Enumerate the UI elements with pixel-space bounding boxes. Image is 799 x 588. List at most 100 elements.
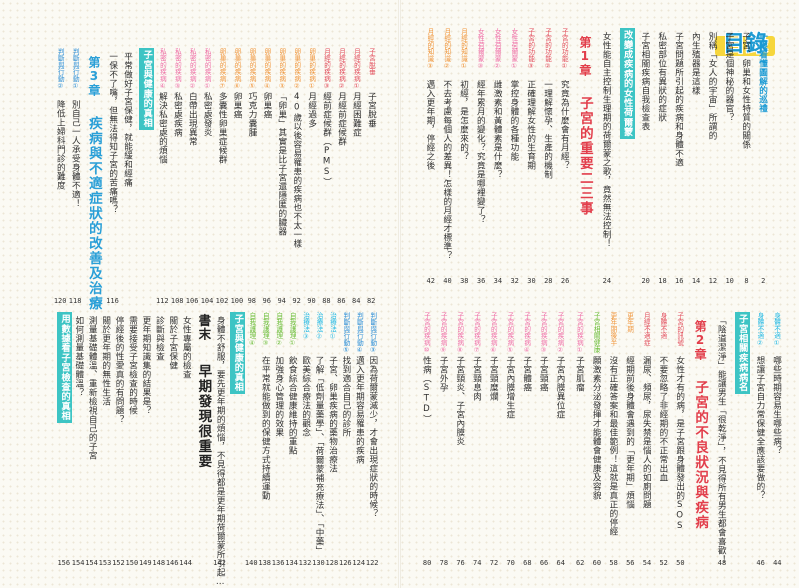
toc-entry[interactable]: 私密的疾病④ 解決私密處的煩惱 112 xyxy=(155,48,169,305)
right-top-half: 一眼看懂圖解的巡禮 2 子宮、卵巢和女性特質的關係 8 子宮是個神秘的器官？ 10 別… xyxy=(400,28,799,286)
toc-entry[interactable]: 更年期後半 沒有正確答案和最佳範例！這就是真正的停經 58 xyxy=(607,312,618,567)
chapter-2-heading: 第2章 子宮的不良狀況與疾病 xyxy=(692,312,713,568)
chapter-3-heading: 第3章 疾病與不適症狀的改善及治療 xyxy=(86,48,104,311)
toc-entry[interactable]: 如何測量基礎體溫？ 154 xyxy=(71,316,85,567)
appendix-label: 書末 xyxy=(196,314,212,341)
chapter-1-heading: 第1章 子宮的重要二三事 xyxy=(577,28,598,286)
toc-entry[interactable]: 子宮相關疾病自我檢查表 20 xyxy=(639,32,650,285)
toc-entry[interactable]: 身體不適② 想讓子宮自力常保健全應該要做的？ 46 xyxy=(754,312,765,567)
toc-entry[interactable]: 判斷與行動① 別自己一人承受身體不適！ 118 xyxy=(68,48,82,305)
toc-entry[interactable]: 卵巢的疾病④ 卵巢癌 96 xyxy=(261,48,272,305)
toc-entry[interactable]: 月經的疾病① 月經困難症 84 xyxy=(351,48,362,305)
toc-entry[interactable]: 卵巢的疾病⑥ 卵巢癌 100 xyxy=(230,48,244,305)
toc-entry[interactable]: 測量基礎體溫、重新檢視自己的子宮 154 xyxy=(85,316,98,567)
toc-entry[interactable]: 子宮的疾病⑦ 子宮頸息肉 74 xyxy=(471,312,482,567)
toc-entry[interactable]: 女性能自主控制生理期的荷爾蒙之歌，竟然無法控制！ 24 xyxy=(601,32,612,285)
toc-entry[interactable]: 卵巢的疾病⑤ 巧克力囊腫 98 xyxy=(247,48,257,305)
toc-entry[interactable]: 判斷與行動③ 因為荷爾蒙減少，才會出現症狀的時候？ 122 xyxy=(365,312,379,567)
column-header-1: 改變成疾病的女性荷爾蒙 xyxy=(619,28,635,139)
toc-entry[interactable]: 別稱「女人的宇宙」所謂的 12 xyxy=(707,32,718,285)
toc-entry[interactable]: 「陰道潔淨」能讓男生「很乾淨」，不見得所有男生都會喜歡！ 48 xyxy=(716,316,727,567)
toc-entry[interactable]: 判斷與行動② 降低上婦科門診的難度 120 xyxy=(53,48,67,305)
toc-entry[interactable]: 需要接受子宮檢查的時候 150 xyxy=(125,316,139,567)
book-gutter xyxy=(398,0,401,588)
toc-entry[interactable]: 私密部位有異狀的症狀 18 xyxy=(656,32,667,285)
toc-entry[interactable]: 子宮的疾病③ 子宮頸癌 66 xyxy=(538,312,549,567)
toc-entry[interactable]: 更年期知識集的結果是？ 149 xyxy=(138,316,152,567)
toc-entry[interactable]: 子宮的功能① 究竟為什麼會有月經？ 26 xyxy=(559,28,570,285)
toc-entry[interactable]: 子宮脫垂 子宮脫垂 82 xyxy=(366,48,377,305)
toc-entry[interactable]: 內生殖器是這樣 14 xyxy=(690,32,701,285)
toc-entry[interactable]: 治療法③ 歐美綜合療法的觀念 132 xyxy=(298,312,312,567)
toc-entry[interactable]: 身體不舒服，要先更年期的煩惱，不見得都是更年期荷爾蒙所引起…… 142 xyxy=(213,316,226,588)
chapter-title: 子宮的不良狀況與疾病 xyxy=(692,380,709,530)
toc-entry[interactable]: 私密的疾病① 私密處發炎 104 xyxy=(200,48,214,305)
toc-entry[interactable]: 月經的知識② 不去考慮每個人的差異！怎樣的月經才標準？ 40 xyxy=(441,28,452,285)
toc-entry[interactable]: 一眼看懂圖解的巡禮 2 xyxy=(757,32,768,285)
toc-entry[interactable]: 女性專屬的檢查 144 xyxy=(179,316,192,567)
toc-entry[interactable]: 判斷與行動⑤ 找到適合自己的診所 126 xyxy=(338,312,352,567)
toc-entry[interactable]: 卵巢的疾病① 月經過多 90 xyxy=(306,48,317,305)
toc-entry[interactable]: 月經不適症 漏尿、頻尿，尿失禁是惱人的如廁問題 54 xyxy=(641,312,652,567)
toc-entry[interactable]: 判斷與行動④ 邁入更年期容易罹患的疾病 124 xyxy=(352,312,366,567)
toc-entry[interactable]: 更年期 經期前後身體會遇到的「更年期」煩惱 56 xyxy=(624,312,635,567)
toc-entry[interactable]: 私密的疾病③ 私密處疾病 108 xyxy=(170,48,184,305)
toc-entry[interactable]: 子宮相關健康 願激素分泌發揮才能體會健康及容貌 60 xyxy=(591,312,602,567)
toc-entry[interactable]: 子宮的疾病⑤ 子宮內膜增生症 70 xyxy=(504,312,515,567)
toc-title-badge: 目錄 xyxy=(715,24,785,60)
toc-entry[interactable]: 自我護理④ 140 xyxy=(244,312,258,567)
column-header-5: 用數據看子宮檢查的真相 156 xyxy=(57,312,73,567)
toc-title: 目錄 xyxy=(723,32,770,57)
column-header-4: 子宮與健康的真相 xyxy=(230,312,246,394)
chapter-title: 子宮的重要二三事 xyxy=(576,96,593,216)
appendix-heading: 書末 早期發現很重要 xyxy=(195,312,211,568)
left-top-half: 子宮脫垂 子宮脫垂 82 月經的疾病① 月經困難症 84 月經的疾病② 月經前症候群 86 … xyxy=(0,48,400,311)
toc-entry[interactable]: 一保不了嘴，但無法得知子宮的苦痛嗎？ 116 xyxy=(106,52,119,305)
toc-entry[interactable]: 私密的疾病② 白帶出現異常 106 xyxy=(185,48,199,305)
toc-entry[interactable]: 子宮的功能② 一理解懷孕、生產的機制 28 xyxy=(542,28,553,285)
appendix-title: 早期發現很重要 xyxy=(195,364,212,469)
chapter-title: 疾病與不適症狀的改善及治療 xyxy=(85,116,102,311)
toc-entry[interactable]: 身體不適 不要忽略了非經期的不正常出血 52 xyxy=(657,312,668,567)
toc-entry[interactable]: 子宮的疾病① 子宮肌瘤 62 xyxy=(574,312,585,567)
toc-entry[interactable]: 停經後的性愛真的有問題？ 152 xyxy=(112,316,125,567)
toc-entry[interactable]: 月經的知識① 初經，是怎麼來的？ 38 xyxy=(458,28,469,285)
column-header-3: 子宮與健康的真相 xyxy=(139,48,155,130)
toc-entry[interactable]: 卵巢的疾病⑦ 多囊性卵巢症候群 102 xyxy=(215,48,229,305)
toc-entry[interactable]: 女性荷爾蒙① 掌控身體的各種功能 32 xyxy=(508,28,519,285)
chapter-number: 第2章 xyxy=(693,320,708,361)
toc-entry[interactable]: 子宮的疾病④ 子宮體癌 68 xyxy=(521,312,532,567)
column-header-2: 子宮相關疾病病名 xyxy=(734,312,750,394)
toc-entry[interactable]: 子宮的訊號 女性才有的病，是子宮跟身體發出的SOS 50 xyxy=(674,312,685,567)
toc-entry[interactable]: 子宮是個神秘的器官？ 10 xyxy=(723,32,734,285)
toc-entry[interactable]: 子宮的疾病⑥ 子宮頸糜爛 72 xyxy=(488,312,499,567)
toc-entry[interactable]: 治療法② 了解「低劑量藥學」、「荷爾蒙補充療法」、「中藥」 130 xyxy=(312,312,325,567)
toc-entry[interactable]: 自我護理③ 在平常就能做到的保健方式持續運動 138 xyxy=(258,312,272,567)
toc-entry[interactable]: 卵巢的疾病② 40歲以後容易罹患的疾病也不太一樣 92 xyxy=(291,48,302,305)
left-bottom-half: 判斷與行動③ 因為荷爾蒙減少，才會出現症狀的時候？ 122 判斷與行動④ 邁入更年期容… xyxy=(0,312,400,588)
toc-entry[interactable]: 關於更年期的無性生活 153 xyxy=(98,316,112,567)
right-bottom-half: 身體不適① 哪些時期容易生哪些病？ 44 身體不適② 想讓子宮自力常保健全應該要做的？… xyxy=(400,312,799,568)
toc-entry[interactable]: 診斷與檢查 148 xyxy=(152,316,166,567)
toc-entry[interactable]: 平常做好子宮保健，就能緩和經痛 xyxy=(122,52,133,187)
toc-entry[interactable]: 月經的知識③ 邁入更年期，停經之後 42 xyxy=(424,28,435,285)
toc-entry[interactable]: 子宮問題所引起的疾病和身體不適 16 xyxy=(673,32,684,285)
toc-entry[interactable]: 自我護理① 飲食綜合健康維持的重點 134 xyxy=(285,312,298,567)
toc-entry[interactable]: 女性荷爾蒙③ 經年累月的變化？究竟是哪裡變了？ 36 xyxy=(475,28,486,285)
toc-entry[interactable]: 卵巢的疾病③ 「卵巢」其實是比子宮還隱匿的臟器 94 xyxy=(276,48,287,305)
toc-entry[interactable]: 自我護理② 加強身心管理的效果 136 xyxy=(271,312,285,567)
toc-entry[interactable]: 關於子宮保健 146 xyxy=(165,316,179,567)
toc-entry[interactable]: 子宮的疾病⑩ 性病（STD） 80 xyxy=(421,312,432,567)
toc-entry[interactable]: 子宮的疾病② 子宮內膜異位症 64 xyxy=(555,312,566,567)
toc-entry[interactable]: 治療法① 子宮、卵巢疾病的藥物治療法 128 xyxy=(325,312,339,567)
toc-entry[interactable]: 子宮的功能③ 正確理解女性的生育期 30 xyxy=(525,28,536,285)
toc-entry[interactable]: 子宮、卵巢和女性特質的關係 8 xyxy=(740,32,751,285)
toc-entry[interactable]: 身體不適① 哪些時期容易生哪些病？ 44 xyxy=(771,312,782,567)
chapter-number: 第3章 xyxy=(86,56,101,97)
toc-entry[interactable]: 子宮的疾病⑨ 子宮外孕 78 xyxy=(438,312,449,567)
toc-entry[interactable]: 女性荷爾蒙② 雌激素和黃體素是什麼？ 34 xyxy=(492,28,503,285)
toc-entry[interactable]: 子宮的疾病⑧ 子宮頸炎、子宮內膜炎 76 xyxy=(454,312,465,567)
toc-entry[interactable]: 月經的疾病③ 經前症候群（PMS） 88 xyxy=(321,48,332,305)
toc-entry[interactable]: 月經的疾病② 月經前症候群 86 xyxy=(336,48,347,305)
